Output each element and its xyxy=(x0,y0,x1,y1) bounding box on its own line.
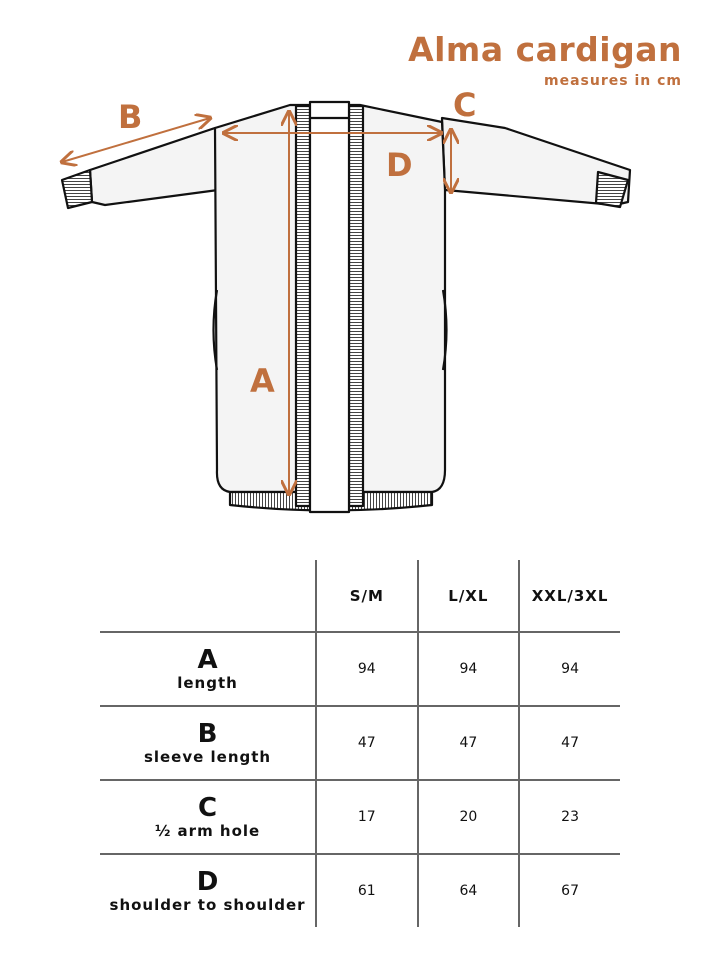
table-header-row: S/M L/XL XXL/3XL xyxy=(100,560,620,633)
table-cell: 47 xyxy=(518,706,620,781)
column-header: S/M xyxy=(315,560,418,633)
label-b: B xyxy=(118,98,143,136)
left-front-band xyxy=(294,104,312,508)
page-subtitle: measures in cm xyxy=(544,73,682,89)
table-cell: 47 xyxy=(416,706,520,781)
table-cell: 61 xyxy=(315,854,418,927)
table-cell: 94 xyxy=(416,632,520,707)
measure-b-arrow xyxy=(62,118,210,162)
page-title: Alma cardigan xyxy=(408,30,682,69)
cardigan-illustration xyxy=(0,100,632,514)
label-d: D xyxy=(386,146,413,184)
right-front-band xyxy=(347,104,365,508)
column-header: XXL/3XL xyxy=(518,560,620,633)
table-cell: 64 xyxy=(416,854,520,927)
table-cell: 23 xyxy=(518,780,620,855)
column-header: L/XL xyxy=(416,560,520,633)
table-cell: 20 xyxy=(416,780,520,855)
table-cell: 47 xyxy=(315,706,418,781)
table-cell: 94 xyxy=(315,632,418,707)
left-cuff xyxy=(60,168,94,210)
right-cuff xyxy=(594,170,630,209)
table-cell: 94 xyxy=(518,632,620,707)
label-c: C xyxy=(453,86,477,124)
left-sleeve xyxy=(88,126,220,207)
label-a: A xyxy=(250,362,275,400)
inside-panel xyxy=(308,100,351,514)
table-cell: 17 xyxy=(315,780,418,855)
table-cell: 67 xyxy=(518,854,620,927)
